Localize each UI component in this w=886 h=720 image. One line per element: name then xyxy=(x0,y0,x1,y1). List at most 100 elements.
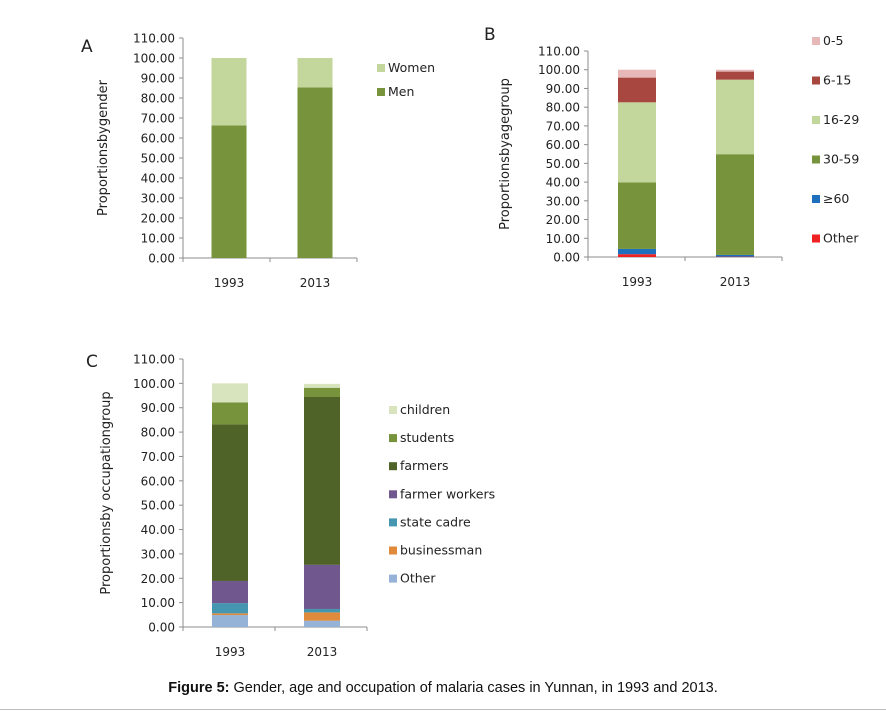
y-tick-label: 10.00 xyxy=(141,596,175,610)
bar-segment-students-1993 xyxy=(212,402,248,425)
legend-swatch xyxy=(389,490,397,499)
bar-segment-women-2013 xyxy=(297,58,333,88)
legend-label: 16-29 xyxy=(823,112,859,127)
bar-segment-businessman-2013 xyxy=(304,612,340,621)
y-axis-label: Proportionsbygender xyxy=(96,79,111,216)
legend-label: farmer workers xyxy=(400,486,495,501)
y-tick-label: 40.00 xyxy=(546,176,580,190)
panel-label: A xyxy=(81,37,93,57)
x-tick-label: 2013 xyxy=(300,276,331,290)
legend-label: ≥60 xyxy=(823,191,849,206)
legend-label: 0-5 xyxy=(823,33,843,48)
y-tick-label: 70.00 xyxy=(546,119,580,133)
y-tick-label: 90.00 xyxy=(141,401,175,415)
legend-label: Men xyxy=(388,84,414,99)
bar-segment-30-59-2013 xyxy=(716,154,754,255)
bar-segment-men-2013 xyxy=(297,87,333,259)
legend-swatch xyxy=(389,434,397,443)
legend-label: businessman xyxy=(400,543,482,558)
figure-5: A Proportionsbygender 0.00 10.00 20.00 30.00… xyxy=(81,25,859,659)
y-tick-label: 50.00 xyxy=(546,157,580,171)
bar-segment-0-5-2013 xyxy=(716,69,754,72)
panel-label: B xyxy=(484,25,496,45)
chart-panel-b: B Proportionsbyagegroup 0.00 10.00 20.00 30.… xyxy=(484,25,859,289)
y-tick-label: 90.00 xyxy=(546,82,580,96)
bar-segment-children-1993 xyxy=(212,383,248,403)
y-tick-label: 30.00 xyxy=(546,194,580,208)
y-tick-label: 60.00 xyxy=(141,474,175,488)
chart-panel-c: C Proportionsby occupationgroup 0.00 10.00… xyxy=(86,352,495,659)
bar-segment-men-1993 xyxy=(211,125,247,259)
bar-segment-state-cadre-2013 xyxy=(304,608,340,613)
y-tick-label: 80.00 xyxy=(141,92,175,106)
figure-caption: Figure 5: Gender, age and occupation of … xyxy=(0,680,886,696)
caption-label: Figure 5: xyxy=(168,680,230,696)
y-tick-label: 80.00 xyxy=(546,101,580,115)
y-tick-label: 110.00 xyxy=(133,353,175,367)
y-tick-label: 10.00 xyxy=(141,232,175,246)
x-tick-label: 1993 xyxy=(622,275,653,289)
y-tick-label: 110.00 xyxy=(538,45,580,59)
legend-label: 6-15 xyxy=(823,73,851,88)
legend-swatch xyxy=(812,234,820,243)
legend-swatch xyxy=(812,155,820,164)
y-tick-label: 30.00 xyxy=(141,547,175,561)
y-tick-label: 60.00 xyxy=(141,132,175,146)
legend-swatch xyxy=(389,406,397,414)
y-tick-label: 0.00 xyxy=(553,251,580,265)
y-tick-label: 100.00 xyxy=(538,63,580,77)
y-tick-label: 80.00 xyxy=(141,426,175,440)
bar-segment-30-59-1993 xyxy=(618,182,656,249)
x-tick-label: 1993 xyxy=(215,645,246,659)
bar-segment-farmers-1993 xyxy=(212,424,248,581)
legend-swatch xyxy=(389,546,397,555)
y-tick-label: 110.00 xyxy=(133,32,175,46)
y-tick-label: 20.00 xyxy=(546,213,580,227)
bar-segment-6-15-2013 xyxy=(716,71,754,80)
bar-segment-farmer-workers-1993 xyxy=(212,580,248,604)
bar-segment-other-1993 xyxy=(212,615,248,627)
legend-swatch xyxy=(389,574,397,583)
y-tick-label: 90.00 xyxy=(141,72,175,86)
chart-panel-a: A Proportionsbygender 0.00 10.00 20.00 30.00… xyxy=(81,32,435,291)
legend-swatch xyxy=(812,76,820,85)
bar-segment-students-2013 xyxy=(304,387,340,398)
legend-label: state cadre xyxy=(400,514,471,529)
bar-segment-state-cadre-1993 xyxy=(212,603,248,614)
bar-segment-other-1993 xyxy=(618,254,656,257)
bar-segment-6-15-1993 xyxy=(618,77,656,103)
legend-swatch xyxy=(377,88,385,96)
legend-label: Other xyxy=(823,231,859,246)
legend-label: children xyxy=(400,402,450,417)
legend-label: Women xyxy=(388,60,435,75)
y-tick-label: 60.00 xyxy=(546,138,580,152)
panel-label: C xyxy=(86,352,98,372)
bar-segment--60-1993 xyxy=(618,248,656,255)
legend-swatch xyxy=(389,462,397,471)
y-tick-label: 10.00 xyxy=(546,232,580,246)
x-tick-label: 2013 xyxy=(307,645,338,659)
y-tick-label: 20.00 xyxy=(141,572,175,586)
legend-swatch xyxy=(812,116,820,124)
y-tick-label: 40.00 xyxy=(141,172,175,186)
bar-segment-16-29-1993 xyxy=(618,102,656,183)
legend-label: farmers xyxy=(400,458,449,473)
y-tick-label: 70.00 xyxy=(141,112,175,126)
y-axis-label: Proportionsbyagegroup xyxy=(498,78,513,230)
y-tick-label: 20.00 xyxy=(141,212,175,226)
y-tick-label: 100.00 xyxy=(133,52,175,66)
y-tick-label: 40.00 xyxy=(141,523,175,537)
bar-segment-farmers-2013 xyxy=(304,397,340,565)
y-tick-label: 100.00 xyxy=(133,377,175,391)
y-tick-label: 50.00 xyxy=(141,499,175,513)
bar-segment-businessman-1993 xyxy=(212,613,248,616)
legend-swatch xyxy=(812,195,820,203)
bar-segment-0-5-1993 xyxy=(618,69,656,78)
x-tick-label: 1993 xyxy=(214,276,245,290)
y-tick-label: 70.00 xyxy=(141,450,175,464)
y-tick-label: 30.00 xyxy=(141,192,175,206)
bar-segment--60-2013 xyxy=(716,254,754,257)
legend-label: students xyxy=(400,430,454,445)
bar-segment-other-2013 xyxy=(304,620,340,627)
divider xyxy=(0,709,886,710)
